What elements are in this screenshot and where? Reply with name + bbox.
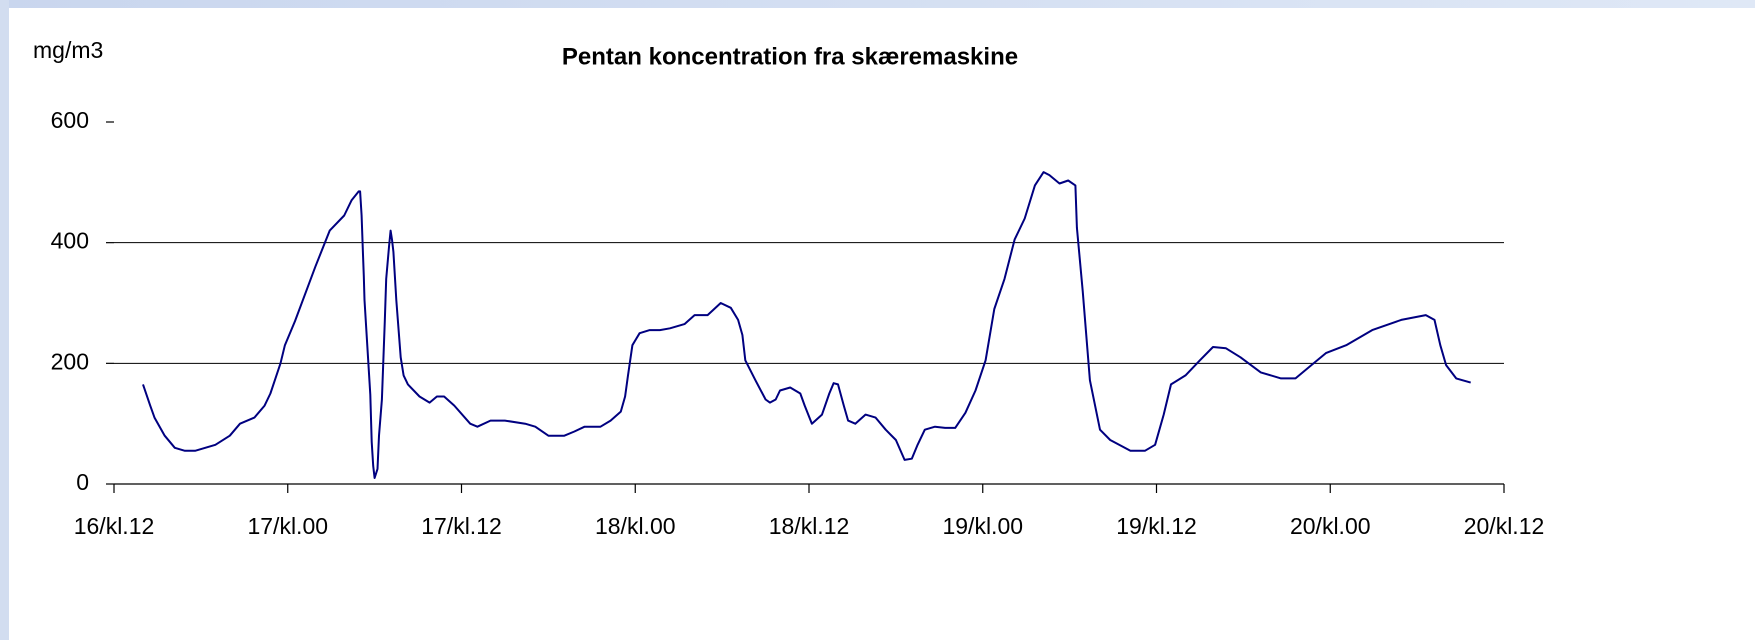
frame-left [0,0,9,640]
x-tick-label: 17/kl.00 [247,513,328,539]
x-tick-label: 16/kl.12 [74,513,155,539]
frame-top [0,0,1755,8]
y-tick-label: 400 [51,228,89,254]
x-tick-label: 17/kl.12 [421,513,502,539]
x-tick-label: 19/kl.12 [1116,513,1197,539]
y-tick-label: 600 [51,107,89,133]
chart-title: Pentan koncentration fra skæremaskine [562,43,1018,70]
y-tick-label: 200 [51,348,89,374]
x-tick-label: 18/kl.12 [769,513,850,539]
x-tick-label: 18/kl.00 [595,513,676,539]
x-tick-label: 19/kl.00 [942,513,1023,539]
x-tick-label: 20/kl.00 [1290,513,1371,539]
x-tick-label: 20/kl.12 [1464,513,1545,539]
y-axis-label: mg/m3 [33,37,103,63]
data-line [142,171,1471,479]
y-tick-label: 0 [76,469,89,495]
